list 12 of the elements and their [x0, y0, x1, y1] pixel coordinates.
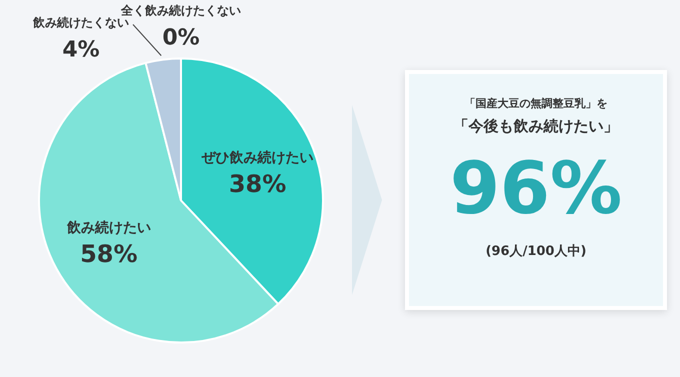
- data-label: 38%: [228, 170, 286, 198]
- text: 「国産大豆の無調整豆乳」を: [464, 96, 608, 111]
- slice-label: 飲み続けたくない: [32, 16, 129, 30]
- slice-label: 飲み続けたい: [66, 220, 151, 236]
- category-label: 全く飲み続けたくない: [121, 4, 241, 18]
- data-label: 58%: [80, 240, 138, 268]
- text: 96%: [448, 145, 624, 232]
- text: 0%: [162, 26, 200, 50]
- slice-label: ぜひ飲み続けたい: [200, 150, 314, 166]
- text: 「今後も飲み続けたい」: [452, 117, 620, 136]
- text: (96人/100人中): [484, 243, 588, 260]
- data-label: 4%: [62, 38, 100, 62]
